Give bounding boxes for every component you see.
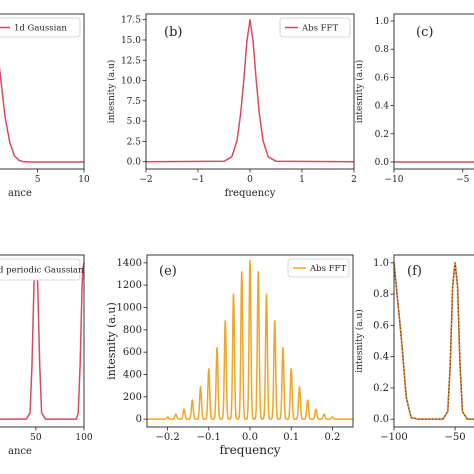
y-tick-label-e: 400: [123, 370, 142, 381]
x-tick-label-b: −1: [191, 175, 204, 185]
panel-b: −2 −1 0 1 2 0.0 2.5 5.0 7.5 10.0 12.5 15.0 17.5 frequ…: [106, 13, 357, 199]
panel-a: 5 10 ance 1d Gaussian: [0, 13, 90, 199]
y-tick-label-e: 1200: [117, 280, 142, 291]
series-line-a-0: [0, 66, 84, 163]
y-axis-label-e: intesnity (a.u): [105, 302, 118, 380]
series-line-e-0: [146, 259, 354, 420]
panel-f: −100 −50 0.0 0.2 0.4 0.6 0.8 1.0 intesnity (a.u)…: [354, 254, 474, 443]
series-line-c-0: [394, 161, 474, 163]
y-tick-label-b: 10.0: [121, 77, 141, 87]
x-tick-label-c: −10: [385, 175, 404, 185]
y-tick-label-e: 600: [123, 347, 142, 358]
axes-frame-f: [393, 254, 474, 428]
y-tick-label-e: 800: [123, 325, 142, 336]
x-tick-label-a: 10: [78, 175, 90, 185]
x-axis-label-b: frequency: [225, 188, 276, 199]
panel-label-c: (c): [416, 25, 433, 40]
panel-label-e: (e): [159, 264, 177, 279]
y-tick-label-b: 12.5: [121, 56, 141, 66]
y-tick-label-b: 2.5: [127, 137, 142, 147]
x-tick-label-a: 5: [35, 175, 41, 185]
x-tick-label-e: 0.2: [324, 432, 340, 443]
y-tick-label-b: 5.0: [127, 117, 142, 127]
y-axis-label-f: intesnity (a.u): [354, 309, 365, 373]
y-tick-label-c: 0.0: [375, 158, 390, 168]
y-tick-label-f: 0.8: [373, 289, 389, 300]
series-line-b-0: [145, 18, 355, 163]
legend-label-a: 1d Gaussian: [14, 24, 67, 34]
y-tick-label-f: 1.0: [373, 258, 389, 269]
panel-e: −0.2 −0.1 0.0 0.1 0.2 0 200 400 600 800 1000 1200 14…: [105, 254, 354, 457]
x-tick-label-d: 100: [75, 433, 92, 443]
legend-box-d: [0, 258, 81, 281]
panel-label-f: (f): [407, 264, 422, 279]
y-tick-label-f: 0.4: [373, 352, 389, 363]
y-tick-label-c: 0.8: [375, 45, 390, 55]
y-tick-label-f: 0.6: [373, 320, 389, 331]
y-tick-label-e: 200: [123, 392, 142, 403]
panel-d: 50 100 ance d periodic Gaussian: [0, 254, 93, 457]
x-tick-label-b: −2: [139, 175, 152, 185]
y-tick-label-b: 17.5: [121, 16, 141, 26]
x-axis-label-a: ance: [8, 188, 32, 199]
x-tick-label-b: 1: [299, 175, 305, 185]
legend-box-e: [287, 258, 350, 278]
legend-box-b: [279, 17, 351, 38]
panel-c: −10 −5 0.0 0.2 0.4 0.6 0.8 1.0 intesnity (a.u) (c…: [354, 13, 474, 185]
y-tick-label-c: 0.6: [375, 73, 390, 83]
y-tick-label-b: 0.0: [127, 158, 142, 168]
legend-label-d: d periodic Gaussian: [0, 266, 84, 276]
x-tick-label-d: 50: [30, 433, 42, 443]
legend-label-b: Abs FFT: [301, 24, 338, 34]
y-tick-label-e: 1000: [117, 302, 142, 313]
axes-frame-c: [393, 13, 474, 170]
x-tick-label-e: 0.0: [242, 432, 258, 443]
x-tick-label-b: 0: [247, 175, 253, 185]
y-tick-label-f: 0.2: [373, 383, 389, 394]
y-tick-label-c: 0.2: [375, 130, 389, 140]
x-axis-label-d: ance: [8, 446, 32, 457]
x-tick-label-e: 0.1: [283, 432, 299, 443]
y-axis-label-c: intesnity (a.u): [354, 60, 365, 124]
legend-label-e: Abs FFT: [309, 264, 346, 274]
y-tick-label-b: 15.0: [121, 36, 141, 46]
series-line-d-0: [0, 262, 85, 420]
y-tick-label-e: 1400: [117, 258, 142, 269]
y-tick-label-c: 1.0: [375, 17, 390, 27]
axes-frame-d: [0, 254, 85, 428]
x-tick-label-f: −50: [445, 432, 466, 443]
y-tick-label-b: 7.5: [127, 97, 142, 107]
legend-box-a: [0, 17, 81, 38]
panel-label-b: (b): [164, 25, 182, 40]
y-tick-label-f: 0.0: [373, 414, 389, 425]
y-axis-label-b: intesnity (a.u): [106, 60, 117, 124]
x-axis-label-e: frequency: [219, 443, 280, 457]
x-tick-label-e: −0.2: [155, 432, 179, 443]
y-tick-label-c: 0.4: [375, 102, 390, 112]
x-tick-label-b: 2: [351, 175, 357, 185]
y-tick-label-e: 0: [136, 414, 142, 425]
x-tick-label-f: −100: [380, 432, 407, 443]
x-tick-label-c: −5: [456, 175, 470, 185]
x-tick-label-e: −0.1: [197, 432, 221, 443]
series-line-f-1: [393, 262, 474, 420]
axes-frame-a: [0, 13, 85, 170]
